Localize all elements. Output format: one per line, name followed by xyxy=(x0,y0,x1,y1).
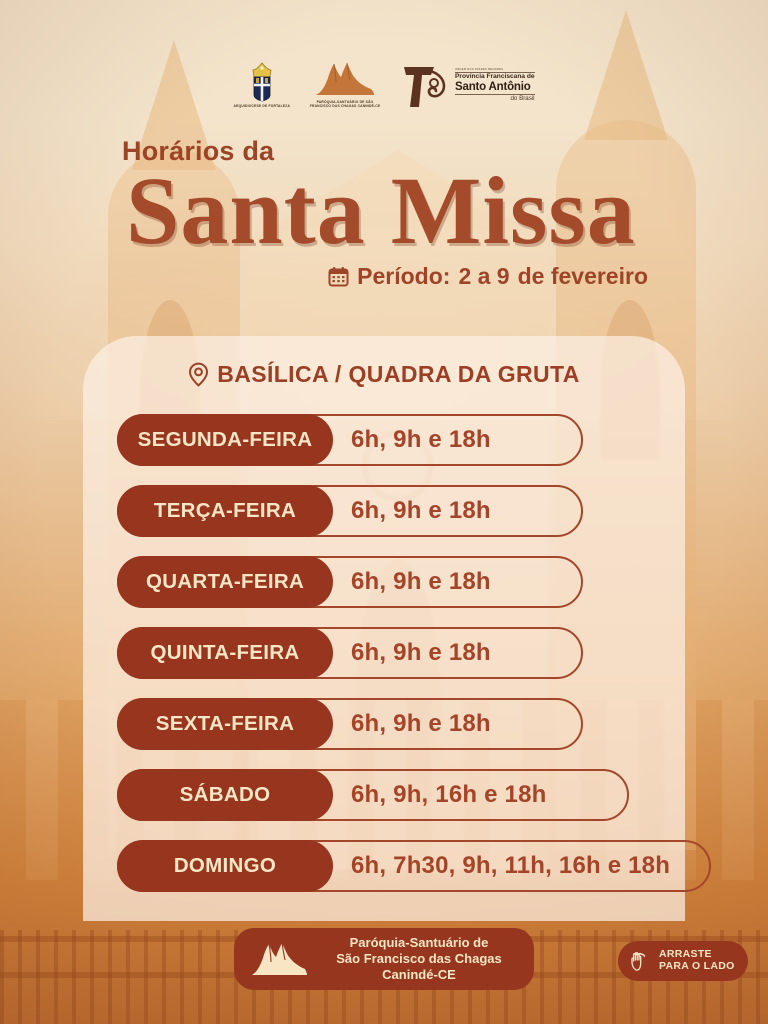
period-suffix: de fevereiro xyxy=(517,263,648,290)
mass-times: 6h, 9h, 16h e 18h xyxy=(351,780,547,808)
period-value: 2 a 9 xyxy=(458,263,510,290)
schedule-rows: SEGUNDA-FEIRA 6h, 9h e 18h TERÇA-FEIRA 6h, … xyxy=(83,404,711,901)
mass-times: 6h, 9h e 18h xyxy=(351,496,491,524)
logo-bar: ARQUIDIOCESE DE FORTALEZA PARÓQUIA-SANTU… xyxy=(0,58,768,109)
mass-times: 6h, 9h e 18h xyxy=(351,567,491,595)
arquidiocese-de-fortaleza-logo: ARQUIDIOCESE DE FORTALEZA xyxy=(233,62,290,108)
mass-times: 6h, 9h e 18h xyxy=(351,425,491,453)
location-pin-icon xyxy=(189,362,209,387)
provincia-line1: Província Franciscana de xyxy=(455,73,535,81)
page-title: Santa Missa xyxy=(126,157,636,264)
schedule-row: QUINTA-FEIRA 6h, 9h e 18h xyxy=(83,617,685,688)
day-pill: SEGUNDA-FEIRA xyxy=(117,413,333,466)
parish-line1: Paróquia-Santuário de xyxy=(349,935,489,951)
parish-line3: Canindé-CE xyxy=(382,966,456,982)
day-pill: SEXTA-FEIRA xyxy=(117,697,333,750)
mass-times: 6h, 9h e 18h xyxy=(351,638,491,666)
period-line: Período: 2 a 9 de fevereiro xyxy=(0,263,648,290)
provincia-line2: Santo Antônio xyxy=(455,81,531,94)
parish-footer-badge: Paróquia-Santuário de São Francisco das … xyxy=(234,928,534,990)
mass-times: 6h, 7h30, 9h, 11h, 16h e 18h xyxy=(351,851,671,879)
swipe-line2: PARA O LADO xyxy=(659,960,735,972)
provincia-franciscana-logo: ORDEM DOS FRADES MENORES Província Franc… xyxy=(400,63,535,109)
schedule-row: TERÇA-FEIRA 6h, 9h e 18h xyxy=(83,475,685,546)
arquidiocese-logo-caption: ARQUIDIOCESE DE FORTALEZA xyxy=(233,104,291,109)
provincia-rule-bottom xyxy=(455,94,535,96)
tau-cross-cord-icon xyxy=(404,66,446,107)
basilica-spire-left xyxy=(132,40,216,170)
swipe-hand-icon xyxy=(631,951,646,971)
mass-times: 6h, 9h e 18h xyxy=(351,709,491,737)
period-label: Período: xyxy=(357,263,451,290)
schedule-row: SEGUNDA-FEIRA 6h, 9h e 18h xyxy=(83,404,685,475)
day-pill: QUARTA-FEIRA xyxy=(117,555,333,608)
parish-line2: São Francisco das Chagas xyxy=(336,951,502,967)
swipe-hint-badge[interactable]: ARRASTE PARA O LADO xyxy=(618,941,748,981)
schedule-panel: BASÍLICA / QUADRA DA GRUTA SEGUNDA-FEIRA… xyxy=(83,336,711,921)
location-header: BASÍLICA / QUADRA DA GRUTA xyxy=(83,336,685,388)
title-block: Horários da Santa Missa Período: 2 a 9 d… xyxy=(0,136,768,290)
basilica-gable xyxy=(248,150,548,242)
swipe-hint-text: ARRASTE PARA O LADO xyxy=(659,948,735,973)
location-text: BASÍLICA / QUADRA DA GRUTA xyxy=(217,361,580,387)
page-kicker: Horários da xyxy=(122,136,275,166)
schedule-row: SÁBADO 6h, 9h, 16h e 18h xyxy=(83,759,685,830)
day-pill: TERÇA-FEIRA xyxy=(117,484,333,537)
parish-footer-text: Paróquia-Santuário de São Francisco das … xyxy=(320,935,518,983)
schedule-row: QUARTA-FEIRA 6h, 9h e 18h xyxy=(83,546,685,617)
paroquia-santuario-logo: PARÓQUIA-SANTUÁRIO DE SÃO FRANCISCO DAS … xyxy=(308,58,382,109)
schedule-row: SEXTA-FEIRA 6h, 9h e 18h xyxy=(83,688,685,759)
provincia-text-block: ORDEM DOS FRADES MENORES Província Franc… xyxy=(455,67,535,103)
provincia-line3: do Brasil xyxy=(510,95,535,103)
day-pill: QUINTA-FEIRA xyxy=(117,626,333,679)
calendar-icon xyxy=(328,267,349,287)
gruta-rock-icon xyxy=(316,62,375,95)
basilica-spire-right xyxy=(584,10,668,140)
provincia-rule-top xyxy=(455,72,535,74)
provincia-kicker: ORDEM DOS FRADES MENORES xyxy=(455,67,504,71)
schedule-row: DOMINGO 6h, 7h30, 9h, 11h, 16h e 18h xyxy=(83,830,711,901)
mitre-crest-icon xyxy=(252,62,272,102)
paroquia-logo-caption: PARÓQUIA-SANTUÁRIO DE SÃO FRANCISCO DAS … xyxy=(309,100,381,109)
gruta-chagas-icon xyxy=(252,942,307,975)
day-pill: SÁBADO xyxy=(117,768,333,821)
day-pill: DOMINGO xyxy=(117,839,333,892)
swipe-line1: ARRASTE xyxy=(659,948,712,961)
